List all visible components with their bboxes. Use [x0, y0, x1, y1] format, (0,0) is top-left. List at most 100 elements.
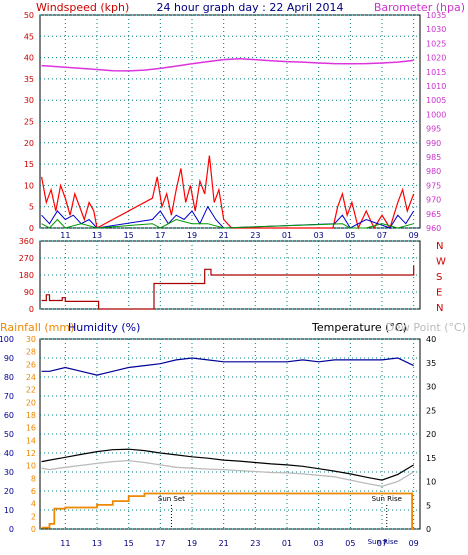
- x-tick-label: 03: [314, 539, 324, 548]
- wind-x-axis-ticks: 11 13 15 17 19 21 23 01 03 05 07 09: [60, 231, 419, 240]
- x-tick-label: 23: [250, 539, 260, 548]
- windspeed-tick-label: 50: [24, 11, 34, 20]
- x-tick-label: 01: [282, 231, 292, 240]
- x-tick-label: 07: [377, 539, 387, 548]
- x-tick-label: 15: [124, 231, 134, 240]
- barometer-tick-label: 1025: [426, 39, 446, 48]
- humidity-tick-label: 10: [4, 506, 14, 515]
- rainfall-tick-label: 8: [31, 474, 36, 483]
- humidity-tick-label: 90: [4, 354, 14, 363]
- rainfall-line: [41, 492, 414, 530]
- sunset-label: Sun Set: [158, 495, 185, 503]
- temperature-grid: [40, 338, 420, 530]
- compass-label: N: [436, 303, 443, 314]
- rainfall-tick-label: 4: [31, 500, 36, 509]
- chart-title: 24 hour graph day : 22 April 2014: [157, 1, 344, 14]
- rainfall-tick-label: 30: [26, 335, 36, 344]
- barometer-tick-label: 965: [426, 210, 441, 219]
- temperature-tick-label: 35: [426, 359, 436, 368]
- temperature-tick-label: 25: [426, 406, 436, 415]
- temperature-tick-label: 5: [426, 501, 431, 510]
- windspeed-tick-label: 5: [29, 203, 34, 212]
- x-tick-label: 01: [282, 539, 292, 548]
- humidity-tick-label: 100: [0, 335, 14, 344]
- windspeed-tick-label: 40: [24, 54, 34, 63]
- wind-barometer-grid: [40, 14, 420, 229]
- x-tick-label: 21: [219, 539, 229, 548]
- humidity-tick-label: 60: [4, 411, 14, 420]
- rainfall-tick-label: 10: [26, 462, 36, 471]
- humidity-tick-label: 80: [4, 373, 14, 382]
- humidity-tick-label: 40: [4, 449, 14, 458]
- barometer-tick-label: 1035: [426, 11, 446, 20]
- humidity-tick-label: 50: [4, 430, 14, 439]
- windspeed-axis-title: Windspeed (kph): [36, 1, 129, 14]
- wind-direction-line: [41, 265, 415, 310]
- direction-tick-label: 180: [19, 271, 34, 280]
- x-tick-label: 13: [92, 231, 102, 240]
- barometer-tick-label: 1015: [426, 68, 446, 77]
- sunrise-label: Sun Rise: [372, 495, 402, 503]
- barometer-tick-label: 995: [426, 125, 441, 134]
- direction-tick-label: 0: [29, 305, 34, 314]
- x-tick-label: 05: [345, 539, 355, 548]
- windspeed-tick-label: 10: [24, 181, 34, 190]
- temperature-tick-label: 10: [426, 478, 436, 487]
- direction-axis-ticks: 0 90 180 270 360: [19, 237, 34, 314]
- wind-average-line: [41, 205, 415, 229]
- windspeed-tick-label: 30: [24, 96, 34, 105]
- windspeed-tick-label: 45: [24, 32, 34, 41]
- barometer-tick-label: 970: [426, 196, 441, 205]
- barometer-tick-label: 985: [426, 153, 441, 162]
- x-tick-label: 19: [187, 539, 197, 548]
- compass-label: S: [436, 272, 442, 283]
- rainfall-tick-label: 0: [31, 525, 36, 534]
- compass-label: E: [436, 288, 442, 299]
- rainfall-tick-label: 28: [26, 348, 36, 357]
- humidity-tick-label: 0: [9, 525, 14, 534]
- humidity-tick-label: 70: [4, 392, 14, 401]
- barometer-axis-ticks: 960 965 970 975 980 985 990 995 1000 1005 1010 1015…: [426, 11, 446, 233]
- x-tick-label: 13: [92, 539, 102, 548]
- x-tick-label: 09: [409, 539, 419, 548]
- barometer-tick-label: 1010: [426, 82, 446, 91]
- barometer-tick-label: 1020: [426, 54, 446, 63]
- dewpoint-line: [41, 459, 415, 487]
- compass-label: W: [436, 257, 446, 268]
- barometer-tick-label: 980: [426, 167, 441, 176]
- direction-series: [41, 265, 415, 310]
- direction-tick-label: 90: [24, 288, 34, 297]
- humidity-line: [41, 357, 414, 376]
- wind-low-line: [41, 218, 414, 229]
- temperature-line: [41, 448, 415, 481]
- barometer-tick-label: 975: [426, 181, 441, 190]
- x-tick-label: 11: [60, 539, 70, 548]
- x-tick-label: 11: [60, 231, 70, 240]
- temperature-axis-ticks: 0102030405060708090100024681012141618202…: [0, 335, 436, 534]
- temperature-tick-label: 40: [426, 335, 436, 344]
- x-tick-label: 23: [250, 231, 260, 240]
- humidity-axis-title: Humidity (%): [68, 321, 140, 334]
- barometer-tick-label: 1000: [426, 110, 446, 119]
- rainfall-tick-label: 26: [26, 360, 36, 369]
- temperature-x-axis-ticks: 11 13 15 17 19 21 23 01 03 05 07 09: [60, 539, 419, 548]
- x-tick-label: 21: [219, 231, 229, 240]
- barometer-axis-title: Barometer (hpa): [374, 1, 465, 14]
- rainfall-tick-label: 12: [26, 449, 36, 458]
- rainfall-tick-label: 2: [31, 512, 36, 521]
- rainfall-tick-label: 6: [31, 487, 36, 496]
- x-tick-label: 17: [155, 539, 165, 548]
- direction-tick-label: 270: [19, 254, 34, 263]
- rainfall-tick-label: 24: [26, 373, 36, 382]
- barometer-tick-label: 960: [426, 224, 441, 233]
- rainfall-tick-label: 18: [26, 411, 36, 420]
- rainfall-tick-label: 20: [26, 398, 36, 407]
- x-tick-label: 17: [155, 231, 165, 240]
- barometer-tick-label: 1005: [426, 96, 446, 105]
- barometer-tick-label: 1030: [426, 25, 446, 34]
- humidity-tick-label: 20: [4, 487, 14, 496]
- rainfall-tick-label: 14: [26, 436, 36, 445]
- barometer-line: [41, 57, 414, 72]
